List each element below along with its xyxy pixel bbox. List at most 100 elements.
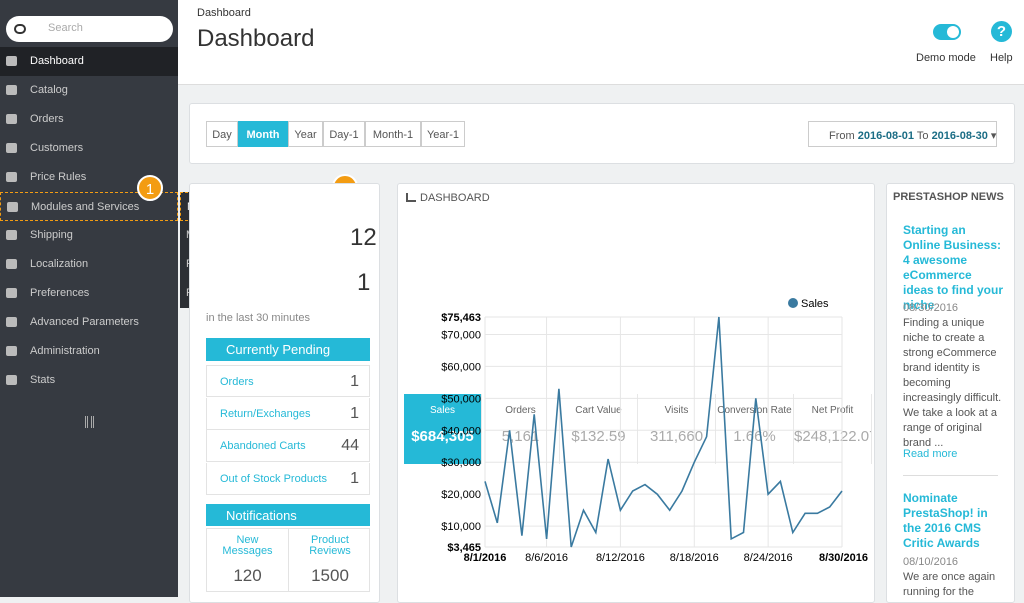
to-date: 2016-08-30 <box>931 130 988 142</box>
activity-panel <box>189 183 380 603</box>
divider <box>903 475 998 476</box>
news-headline[interactable]: Starting an Online Business: 4 awesome e… <box>903 223 1004 312</box>
menu-icon <box>6 114 17 124</box>
news-headline[interactable]: Nominate PrestaShop! in the 2016 CMS Cri… <box>903 491 988 550</box>
pending-row[interactable]: Abandoned Carts 44 <box>206 430 370 462</box>
x-tick-label: 8/18/2016 <box>670 552 719 564</box>
legend-marker <box>788 298 798 308</box>
notification-count: 120 <box>233 566 262 585</box>
menu-item[interactable]: Advanced Parameters <box>0 308 178 337</box>
kpi-value: $684,305 <box>411 428 474 445</box>
period-button[interactable]: Month <box>238 121 288 147</box>
period-button[interactable]: Year <box>288 121 323 147</box>
notification-cell[interactable]: New Messages 120 <box>207 529 289 591</box>
pending-label: Abandoned Carts <box>220 440 306 452</box>
menu-item[interactable]: Stats <box>0 366 178 395</box>
search-box[interactable]: Search <box>6 16 173 42</box>
callout: 1 <box>137 175 163 201</box>
period-button[interactable]: Day <box>206 121 238 147</box>
from-date: 2016-08-01 <box>857 130 915 142</box>
pending-row[interactable]: Out of Stock Products 1 <box>206 462 370 495</box>
chart-icon <box>406 193 416 202</box>
collapse-icon[interactable] <box>85 416 94 428</box>
menu-item[interactable]: Preferences <box>0 279 178 308</box>
kpi[interactable]: Visits 311,660 <box>638 394 716 464</box>
period-button[interactable]: Day-1 <box>323 121 365 147</box>
notification-cell[interactable]: Product Reviews 1500 <box>289 529 371 591</box>
dashboard-title: DASHBOARD <box>420 192 490 204</box>
help-label[interactable]: Help <box>990 52 1013 64</box>
period-button[interactable]: Month-1 <box>365 121 421 147</box>
notification-count: 1500 <box>311 566 349 585</box>
menu-item[interactable]: Shipping <box>0 221 178 250</box>
news-text: We are once again running for the <box>903 571 996 598</box>
menu-item[interactable]: Catalog <box>0 76 178 105</box>
menu-icon <box>6 288 17 298</box>
x-tick-label: 8/1/2016 <box>464 552 507 564</box>
kpi[interactable]: Cart Value $132.59 <box>560 394 638 464</box>
demo-mode-label: Demo mode <box>916 52 976 64</box>
period-button[interactable]: Year-1 <box>421 121 465 147</box>
notifications-title: Notifications <box>226 508 297 523</box>
kpi-label: Cart Value <box>575 405 622 416</box>
kpi-value: 311,660 <box>649 428 704 445</box>
menu-label: Stats <box>30 374 56 386</box>
y-tick-label: $40,000 <box>441 425 481 437</box>
kpi-value: 1.66% <box>733 428 776 445</box>
menu-item[interactable]: Localization <box>0 250 178 279</box>
menu-label: Localization <box>30 258 89 270</box>
menu-icon <box>6 375 17 385</box>
sidebar: Search Dashboard Catalog Orders Customers Pr… <box>0 0 178 597</box>
x-tick-label: 8/12/2016 <box>596 552 645 564</box>
breadcrumb[interactable]: Dashboard <box>197 7 251 19</box>
pending-count: 44 <box>341 437 359 454</box>
kpi-value: $248,122.07 <box>794 428 872 445</box>
partial-value: 12 <box>350 224 377 251</box>
pending-title: Currently Pending <box>226 342 331 357</box>
page-title: Dashboard <box>197 25 315 52</box>
menu-label: Dashboard <box>30 55 84 67</box>
y-tick-label: $10,000 <box>441 521 481 533</box>
news-text: Finding a unique niche to create a stron… <box>903 317 1002 449</box>
search-icon <box>14 24 26 34</box>
menu-item[interactable]: Price Rules <box>0 163 178 192</box>
pending-count: 1 <box>350 404 359 422</box>
kpi[interactable]: Net Profit $248,122.07 <box>794 394 872 464</box>
kpi-value: $132.59 <box>571 428 626 445</box>
menu-label: Price Rules <box>30 171 87 183</box>
menu-icon <box>6 317 17 327</box>
menu-label: Catalog <box>30 84 68 96</box>
pending-row[interactable]: Orders 1 <box>206 365 370 397</box>
y-tick-label: $30,000 <box>441 457 481 469</box>
menu-item[interactable]: Dashboard <box>0 47 178 76</box>
pending-count: 1 <box>350 469 359 487</box>
menu-label: Modules and Services <box>31 201 140 213</box>
menu-item[interactable]: Orders <box>0 105 178 134</box>
menu-item[interactable]: Customers <box>0 134 178 163</box>
menu-label: Shipping <box>30 229 73 241</box>
y-tick-label: $60,000 <box>441 361 481 373</box>
pending-header: Currently Pending <box>206 338 370 361</box>
kpi[interactable]: Sales $684,305 <box>404 394 482 464</box>
pending-row[interactable]: Return/Exchanges 1 <box>206 397 370 430</box>
pending-label: Out of Stock Products <box>220 472 327 485</box>
menu-icon <box>6 56 17 66</box>
y-tick-label: $50,000 <box>441 393 481 405</box>
x-tick-label: 8/30/2016 <box>819 552 868 564</box>
y-tick-label: $3,465 <box>447 542 481 554</box>
x-tick-label: 8/6/2016 <box>525 552 568 564</box>
notification-label: Product Reviews <box>309 534 351 557</box>
menu-icon <box>6 172 17 182</box>
date-range[interactable]: From 2016-08-01 To 2016-08-30 ▾ <box>808 121 997 147</box>
pending-label: Orders <box>220 376 254 388</box>
menu-item[interactable]: Administration <box>0 337 178 366</box>
menu-item[interactable]: Modules and Services <box>0 192 178 221</box>
help-icon[interactable]: ? <box>991 21 1012 42</box>
read-more[interactable]: Read more <box>903 448 958 460</box>
notification-label: New Messages <box>222 534 273 557</box>
kpi-label: Sales <box>429 405 455 416</box>
y-tick-label: $75,463 <box>441 312 481 324</box>
toggle[interactable] <box>933 24 961 40</box>
news-panel <box>886 183 1015 603</box>
